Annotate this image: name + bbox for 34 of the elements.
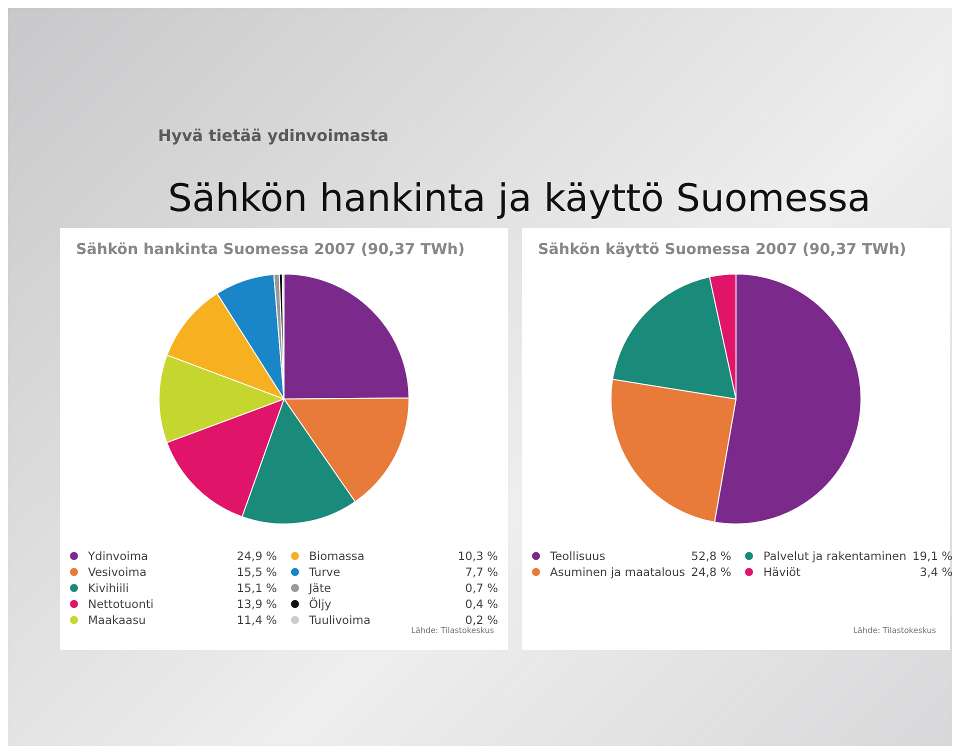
legend-label: Öljy	[309, 597, 332, 611]
chart-title: Sähkön käyttö Suomessa 2007 (90,37 TWh)	[537, 239, 908, 260]
data-label: 52,8 %	[691, 549, 732, 563]
data-label: 0,2 %	[465, 613, 498, 627]
data-label: 13,9 %	[236, 597, 277, 611]
legend-label: Ydinvoima	[88, 549, 150, 563]
legend-label: Kivihiili	[88, 581, 130, 595]
legend-label: Nettotuonti	[88, 597, 155, 611]
legend-label: Maakaasu	[88, 613, 147, 627]
data-label: 19,1 %	[912, 549, 953, 563]
data-label: 0,4 %	[465, 597, 498, 611]
data-label: 24,9 %	[236, 549, 277, 563]
text: Hyvä tietää ydinvoimasta	[158, 126, 389, 145]
legend-label: Tuulivoima	[309, 613, 372, 627]
data-label: 24,8 %	[691, 565, 732, 579]
text: Sähkön hankinta ja käyttö Suomessa	[168, 176, 871, 220]
legend-label: Vesivoima	[88, 565, 148, 579]
legend-label: Turve	[309, 565, 342, 579]
data-label: 0,7 %	[465, 581, 498, 595]
data-label: 11,4 %	[236, 613, 277, 627]
legend-label: Asuminen ja maatalous	[550, 565, 686, 579]
text: Lähde: Tilastokeskus	[411, 626, 494, 635]
data-label: 7,7 %	[465, 565, 498, 579]
legend-label: Biomassa	[309, 549, 366, 563]
legend-label: Häviöt	[763, 565, 802, 579]
text: Lähde: Tilastokeskus	[853, 626, 936, 635]
data-label: 3,4 %	[920, 565, 953, 579]
data-label: 15,1 %	[236, 581, 277, 595]
data-label: 15,5 %	[236, 565, 277, 579]
data-label: 10,3 %	[458, 549, 498, 563]
legend-label: Teollisuus	[550, 549, 606, 563]
legend-label: Jäte	[309, 581, 332, 595]
legend-label: Palvelut ja rakentaminen	[763, 549, 906, 563]
chart-title: Sähkön hankinta Suomessa 2007 (90,37 TWh)	[75, 239, 466, 260]
